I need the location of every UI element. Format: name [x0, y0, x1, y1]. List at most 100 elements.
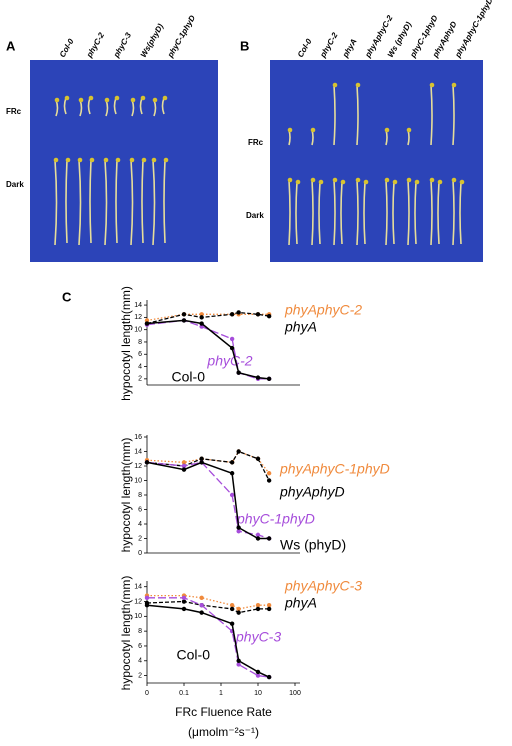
x-tick-label: 0.1	[179, 690, 189, 697]
data-point	[255, 669, 261, 675]
cotyledon	[287, 177, 293, 183]
cotyledon	[88, 95, 94, 101]
series-label: Ws (phyD)	[280, 537, 346, 553]
data-point	[266, 606, 272, 612]
column-label: Col-0	[296, 37, 314, 59]
data-point	[255, 673, 261, 678]
cotyledon	[332, 177, 338, 183]
column-label: phyA	[340, 37, 358, 60]
data-point	[266, 471, 272, 476]
seedling	[115, 159, 118, 244]
seedling	[54, 159, 58, 246]
cotyledon	[310, 177, 316, 183]
cotyledon	[363, 179, 369, 185]
cotyledon	[151, 157, 157, 163]
data-point	[236, 662, 241, 667]
data-point	[144, 595, 150, 601]
y-tick-label: 2	[138, 376, 142, 383]
row-label: Dark	[246, 211, 264, 220]
y-tick-label: 6	[138, 643, 142, 650]
data-point	[229, 471, 235, 476]
cotyledon	[103, 157, 109, 163]
x-tick-label: 100	[289, 690, 301, 697]
cotyledon	[115, 157, 121, 163]
data-point	[236, 658, 241, 663]
seedling	[311, 179, 314, 246]
y-axis-label: hypocotyl length(mm)	[119, 438, 133, 553]
y-tick-label: 12	[134, 463, 142, 470]
data-point	[236, 449, 241, 454]
cotyledon	[310, 127, 316, 133]
column-label: Ws(phyD)	[139, 22, 166, 59]
y-tick-label: 0	[138, 550, 142, 557]
cotyledon	[64, 95, 70, 101]
seedling	[163, 159, 166, 244]
y-tick-label: 8	[138, 628, 142, 635]
data-point	[181, 606, 187, 612]
y-tick-label: 4	[138, 658, 142, 665]
data-point	[229, 603, 235, 608]
cotyledon	[140, 95, 146, 101]
photo-b	[270, 60, 483, 262]
series-line	[146, 450, 270, 474]
data-point	[255, 532, 261, 538]
cotyledon	[406, 177, 412, 183]
seedling	[356, 179, 359, 246]
cotyledon	[54, 97, 60, 103]
y-tick-label: 10	[134, 613, 142, 620]
seedling	[78, 159, 82, 246]
y-tick-label: 14	[134, 448, 142, 455]
cotyledon	[355, 82, 361, 88]
data-point	[266, 674, 272, 680]
series-label: phyA	[284, 595, 317, 611]
row-label: FRc	[6, 107, 22, 116]
data-point	[266, 376, 272, 382]
cotyledon	[141, 157, 147, 163]
data-point	[266, 313, 272, 319]
data-point	[144, 603, 150, 608]
y-axis-label: hypocotyl length(mm)	[119, 286, 133, 401]
data-point	[236, 310, 241, 315]
y-tick-label: 2	[138, 535, 142, 542]
seedling	[414, 181, 417, 245]
seedling	[130, 159, 134, 246]
seedling	[363, 181, 366, 245]
series-label: Col-0	[177, 647, 211, 663]
cotyledon	[130, 97, 136, 103]
cotyledon	[77, 157, 83, 163]
y-tick-label: 16	[134, 434, 142, 441]
seedling	[318, 181, 321, 245]
seedling	[392, 181, 395, 245]
seedling	[459, 181, 462, 245]
seedling	[141, 159, 144, 244]
seedling	[104, 159, 108, 246]
seedling	[356, 84, 359, 146]
data-point	[266, 536, 272, 541]
series-label: phyA	[284, 319, 317, 335]
series-line	[146, 319, 270, 380]
cotyledon	[78, 97, 84, 103]
series-label: phyAphyD	[279, 484, 345, 500]
series-label: Col-0	[172, 369, 206, 385]
cotyledon	[287, 127, 293, 133]
data-point	[229, 345, 235, 351]
data-point	[199, 324, 204, 329]
cotyledon	[437, 179, 443, 185]
series-line	[146, 461, 270, 540]
data-point	[266, 603, 272, 608]
data-point	[229, 621, 235, 626]
panel-letter: A	[6, 38, 16, 53]
data-point	[181, 312, 187, 317]
cotyledon	[65, 157, 71, 163]
panel-letter: B	[240, 38, 249, 53]
data-point	[236, 610, 241, 615]
data-point	[199, 460, 204, 465]
series-line	[146, 461, 270, 540]
seedling	[430, 179, 433, 246]
cotyledon	[384, 127, 390, 133]
data-point	[199, 315, 204, 320]
column-label: phyC-2	[318, 31, 340, 60]
y-tick-label: 4	[138, 521, 142, 528]
seedling	[152, 159, 156, 246]
x-axis-label: FRc Fluence Rate	[175, 705, 272, 719]
